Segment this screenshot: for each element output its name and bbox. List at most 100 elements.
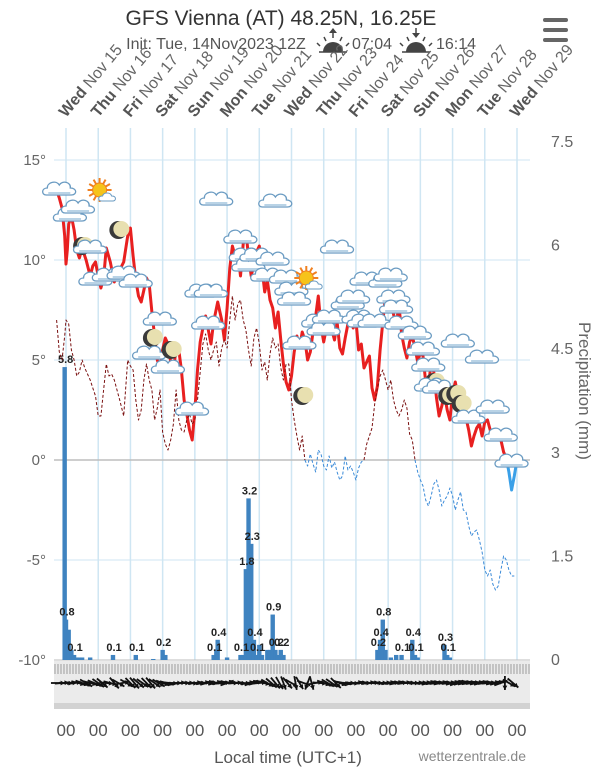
sunrise-time: 07:04 [352,36,392,53]
wind-arrow [325,678,339,688]
precipitation-bar [151,658,156,660]
wind-arrow [280,676,287,690]
precipitation-bar [62,367,67,660]
wind-arrow [119,678,133,688]
wind-arrow-head [298,684,304,690]
wind-arrow [330,677,342,689]
precipitation-bar [445,654,450,660]
precipitation-value-label: 0.4 [406,627,422,639]
precipitation-value-label: 0.1 [395,642,410,654]
cloud-icon-shape [319,239,355,254]
wind-arrow [270,677,281,689]
wind-arrow-head [98,682,104,688]
precipitation-tick: 1.5 [551,548,573,565]
cloud-icon [306,321,341,336]
wind-arrow [136,678,149,688]
cloud-icon-shape [494,453,529,468]
sun-ray [299,267,304,273]
wind-arrow-head [328,682,334,687]
hamburger-menu-icon[interactable] [541,17,569,44]
precipitation-value-label: 0.2 [269,637,284,649]
wind-arrow-head [287,683,292,689]
wind-arrow-head [309,684,315,690]
cloud-icon [255,251,290,266]
cloud-icon [150,359,186,374]
sun-ray [88,183,95,188]
cloud-icon [282,335,317,350]
precipitation-value-label: 0.1 [67,642,82,654]
day-label-date: Nov 29 [531,42,577,92]
time-tick-label: 00 [218,721,237,740]
precipitation-bar [243,569,249,660]
precipitation-bar [74,657,79,660]
precipitation-tick: 7.5 [551,134,573,151]
precipitation-bar [267,649,273,660]
precipitation-bar [163,654,168,660]
wind-arrow [282,677,293,689]
precipitation-bar [238,654,243,660]
temperature-tick: 10° [23,252,46,269]
sun-ray [105,183,111,188]
temperature-tick: -5° [27,552,46,569]
precipitation-bar [410,639,415,660]
wind-arrow-head [268,682,274,687]
precipitation-value-label: 1.8 [239,556,254,568]
x-axis-label: Local time (UTC+1) [214,748,362,767]
cloud-icon [411,357,446,372]
cloud-icon-shape [223,229,258,244]
precipitation-value-label: 0.1 [234,642,249,654]
dewpoint-line [56,295,306,461]
precipitation-value-label: 3.2 [242,485,257,497]
cloud-icon [494,453,529,468]
cloud-icon-shape [335,289,371,304]
cloud-icon-shape [451,409,486,424]
cloud-icon [118,273,153,288]
wind-arrow-head [335,683,341,688]
precipitation-bar [211,654,216,660]
precipitation-bar [447,657,453,660]
cloud-icon-shape [475,399,510,414]
cloud-icon [174,401,210,416]
sun-ray [311,271,318,276]
cloud-icon-shape [378,299,414,314]
wind-arrow-head [159,682,165,687]
cloud-icon [483,427,518,442]
precipitation-tick: 4.5 [551,341,573,358]
precipitation-bar [257,644,262,660]
cloud-icon [223,229,258,244]
wind-arrow [152,678,166,688]
precipitation-bar [249,543,254,660]
sun-cloud-icon-cloud [304,280,323,290]
time-tick-label: 00 [411,721,430,740]
moon-icon-lit [455,395,472,411]
cloud-icon-shape [276,291,312,306]
time-tick-label: 00 [475,721,494,740]
wind-arrow-head [293,685,299,690]
sun-ray [299,283,304,289]
cloud-icon [397,325,433,340]
precipitation-labels: 5.80.80.1 0.1 0.1 0.2 0.10.40.11.83.22.30.40… [58,354,456,654]
cloud-icon [464,349,500,364]
cloud-icon [258,193,293,208]
sun-cloud-icon [294,266,323,290]
cloud-icon [193,283,228,298]
sunrise-icon [316,28,350,53]
time-tick-label: 00 [57,721,76,740]
precipitation-value-label: 0.1 [129,642,144,654]
scroll-bar[interactable] [54,703,530,709]
moon-icon [142,329,163,347]
sun-ray [88,192,95,197]
precipitation-bar [273,649,278,660]
moon-icon [451,395,472,413]
precipitation-value-label: 0.1 [207,642,222,654]
cloud-icon-shape [193,283,228,298]
sunset-time: 16:14 [436,36,476,53]
time-tick-label: 00 [250,721,269,740]
precipitation-bar [79,657,85,660]
precipitation-value-label: 0.2 [156,637,171,649]
precipitation-tick: 3 [551,445,560,462]
temperature-tick: 5° [32,352,46,369]
sun-ray [92,179,97,185]
cloud-icon [199,191,234,206]
